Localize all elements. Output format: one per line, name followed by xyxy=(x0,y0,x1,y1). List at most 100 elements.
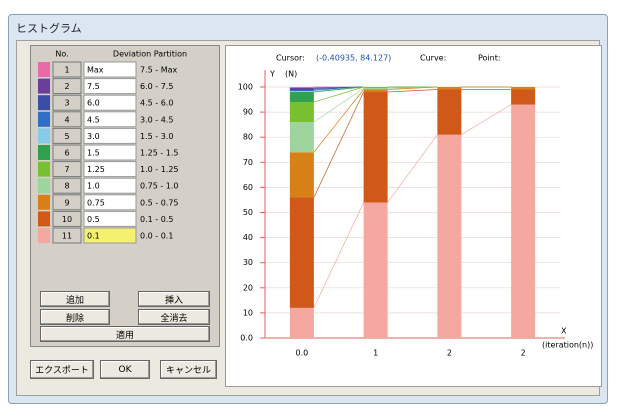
partition-text: 7.5 - Max xyxy=(140,66,178,75)
bar-segment xyxy=(437,89,462,135)
chart-panel xyxy=(225,45,602,387)
legend-swatch xyxy=(38,111,50,127)
deviation-cell xyxy=(83,227,137,244)
window-title: ヒストグラム xyxy=(16,22,82,35)
x-tick-label: 2 xyxy=(521,349,526,358)
partition-text: 1.5 - 3.0 xyxy=(140,132,173,141)
deviation-cell xyxy=(83,177,137,194)
connector xyxy=(313,86,364,93)
curve-label: Curve: xyxy=(420,54,446,63)
deviation-text: 3.0 xyxy=(87,132,100,141)
legend-swatch xyxy=(38,161,50,177)
bar-segment xyxy=(289,88,314,90)
insert-button[interactable]: 挿入 xyxy=(138,291,210,307)
deviation-text: 0.5 xyxy=(87,215,100,224)
legend-swatch xyxy=(38,211,50,227)
cursor-label: Cursor: xyxy=(276,54,305,63)
legend-swatch xyxy=(38,62,50,77)
bar-segment xyxy=(363,92,388,203)
table-header: Deviation Partition xyxy=(113,50,187,59)
connector xyxy=(313,202,364,309)
connector xyxy=(387,134,438,203)
no-text: 7 xyxy=(64,165,69,174)
no-text: 8 xyxy=(64,182,69,191)
legend-swatch xyxy=(38,194,50,210)
partition-text: 0.1 - 0.5 xyxy=(140,215,173,224)
bar-segment xyxy=(289,89,314,91)
no-cell xyxy=(52,144,82,161)
apply-button[interactable]: 適用 xyxy=(40,326,210,342)
bar-segment xyxy=(289,152,314,198)
bar-segment xyxy=(363,87,388,89)
no-cell xyxy=(52,78,82,95)
no-cell xyxy=(52,111,82,128)
y-axis-unit: (N) xyxy=(285,70,297,79)
partition-text: 3.0 - 4.5 xyxy=(140,115,173,124)
y-tick-label: 80 xyxy=(243,133,253,142)
deviation-cell xyxy=(83,161,137,178)
y-tick-label: 90 xyxy=(243,108,253,117)
clear-button[interactable]: 全消去 xyxy=(138,309,210,325)
bar-segment xyxy=(511,104,536,338)
add-button[interactable]: 追加 xyxy=(40,291,110,307)
x-axis-label: X xyxy=(561,327,567,336)
no-text: 3 xyxy=(64,99,69,108)
y-axis-label: Y xyxy=(269,70,275,79)
no-text: 11 xyxy=(62,232,72,241)
deviation-text: 4.5 xyxy=(87,115,100,124)
y-tick-label: 0.0 xyxy=(240,334,253,343)
bar-segment xyxy=(289,90,314,92)
connector xyxy=(313,86,364,103)
ok-button[interactable]: OK xyxy=(100,360,150,379)
connector xyxy=(313,89,364,153)
x-axis-unit: (iteration(n)) xyxy=(542,341,593,350)
no-cell xyxy=(52,61,82,78)
x-tick-label: 0.0 xyxy=(296,349,309,358)
bar-segment xyxy=(289,122,314,153)
bar-segment xyxy=(511,89,536,105)
bar-segment xyxy=(437,134,462,338)
no-cell xyxy=(52,94,82,111)
no-cell xyxy=(52,194,82,211)
no-cell xyxy=(52,210,82,227)
bar-segment xyxy=(289,87,314,89)
deviation-cell xyxy=(83,194,137,211)
y-tick-label: 60 xyxy=(243,183,253,192)
y-tick-label: 70 xyxy=(243,158,253,167)
no-text: 1 xyxy=(64,66,69,75)
table-header: No. xyxy=(55,50,68,59)
deviation-text: 1.5 xyxy=(87,149,100,158)
legend-swatch xyxy=(38,78,50,94)
bar-segment xyxy=(363,202,388,338)
bar-segment xyxy=(289,307,314,338)
delete-button[interactable]: 削除 xyxy=(40,309,110,325)
no-text: 4 xyxy=(64,115,69,124)
deviation-cell xyxy=(83,111,137,128)
cursor-value: (-0.40935, 84.127) xyxy=(316,54,391,63)
no-text: 9 xyxy=(64,198,69,207)
deviation-text: Max xyxy=(87,66,104,75)
deviation-cell xyxy=(83,94,137,111)
y-tick-label: 50 xyxy=(243,208,253,217)
connector xyxy=(313,91,364,198)
connector xyxy=(387,89,438,93)
export-button[interactable]: エクスポート xyxy=(30,360,94,379)
legend-swatch xyxy=(38,145,50,160)
deviation-text: 7.5 xyxy=(87,82,100,91)
deviation-text: 0.1 xyxy=(87,232,100,241)
no-cell xyxy=(52,161,82,178)
no-text: 6 xyxy=(64,149,69,158)
cancel-button[interactable]: キャンセル xyxy=(160,360,217,379)
deviation-text: 0.75 xyxy=(87,198,105,207)
bar-segment xyxy=(289,92,314,103)
legend-swatch xyxy=(38,95,50,111)
deviation-cell xyxy=(83,210,137,227)
y-tick-label: 40 xyxy=(243,233,253,242)
legend-swatch xyxy=(38,178,50,194)
no-cell xyxy=(52,177,82,194)
no-cell xyxy=(52,127,82,144)
partition-text: 0.75 - 1.0 xyxy=(140,182,179,191)
y-tick-label: 100 xyxy=(238,83,253,92)
legend-swatch xyxy=(38,128,50,144)
